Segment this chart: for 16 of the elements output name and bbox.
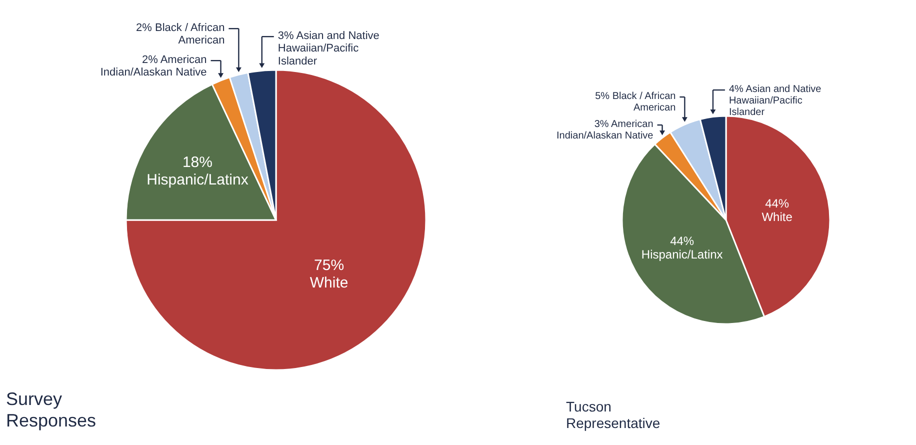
text: Survey Responses [6,388,96,430]
slice-label: 5% Black / African American [595,91,676,114]
slice-label: Hispanic/Latinx [146,171,249,188]
data-label: 44% [670,234,694,248]
slice-label: Hispanic/Latinx [641,248,723,262]
data-label: 75% [314,257,344,274]
slice-label: White [762,210,793,224]
data-label: 18% [182,154,212,172]
text: Tucson Representative [566,398,660,432]
slice-label: 3% American Indian/Alaskan Native [556,119,654,142]
slice-label: 4% Asian and Native Hawaiian/Pacific Islander [728,84,822,118]
slice-label: 3% Asian and Native Hawaiian/Pacific Islander [278,30,380,68]
slice-label: 2% Black / African American [136,22,225,47]
slice-label: 2% American Indian/Alaskan Native [100,54,207,79]
slice-label: White [310,274,348,292]
data-label: 44% [765,196,790,210]
